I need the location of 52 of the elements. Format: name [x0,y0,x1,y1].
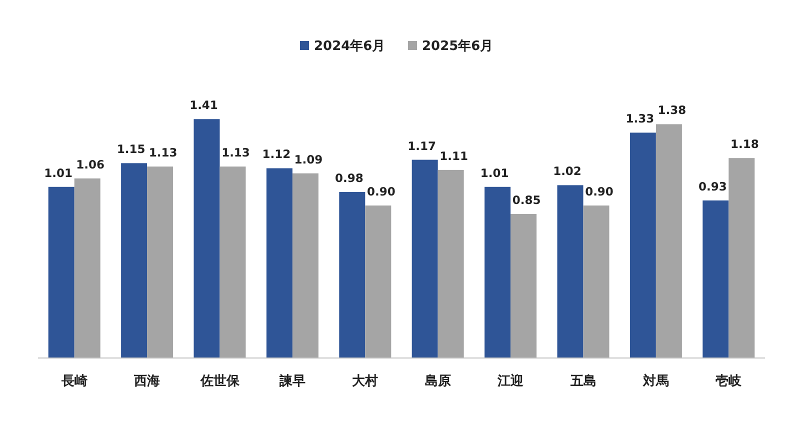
x-tick-label: 対馬 [642,373,669,389]
data-label: 1.02 [553,164,582,178]
data-label: 1.01 [480,166,509,180]
data-label: 1.01 [44,166,73,180]
bar [656,124,682,358]
data-label: 1.33 [626,112,654,126]
x-tick-label: 佐世保 [199,374,240,389]
bar [292,173,318,358]
bar [194,119,220,358]
x-tick-label: 諫早 [278,373,306,389]
data-label: 1.13 [222,146,250,160]
bar [728,158,755,358]
data-label: 0.85 [512,192,541,207]
data-label: 1.17 [408,138,436,153]
data-label: 1.06 [76,157,105,172]
bar [630,132,656,358]
bar [583,206,610,358]
bar [339,192,366,358]
bar [365,206,392,358]
x-tick-label: 大村 [352,374,378,389]
data-label: 1.38 [658,103,686,118]
x-tick-label: 長崎 [60,374,88,389]
x-tick-label: 江迎 [496,373,525,389]
data-label: 0.93 [698,179,727,194]
data-label: 1.18 [730,137,759,152]
bar [121,163,148,358]
bar [412,160,438,358]
bar [702,200,729,358]
bar [510,214,537,358]
data-label: 0.90 [585,184,614,199]
bar [220,166,246,358]
data-label: 1.09 [294,152,323,166]
x-tick-label: 壱岐 [716,374,743,389]
legend-label: 2024年6月 [314,39,386,54]
bar [147,166,174,358]
data-label: 1.41 [190,98,218,112]
data-label: 1.15 [116,142,146,156]
x-tick-label: 西海 [133,374,160,389]
data-label: 0.98 [334,170,364,185]
bar [484,186,511,358]
bar [74,178,100,358]
bar [557,185,584,358]
x-tick-label: 島原 [424,373,451,389]
bar [266,168,292,358]
bar [48,186,74,358]
data-label: 0.90 [366,184,396,199]
data-label: 1.11 [440,148,468,163]
data-label: 1.12 [262,147,291,162]
legend-label: 2025年6月 [422,39,494,54]
bar [438,170,464,358]
data-label: 1.13 [148,146,178,160]
x-tick-label: 五島 [569,373,596,389]
